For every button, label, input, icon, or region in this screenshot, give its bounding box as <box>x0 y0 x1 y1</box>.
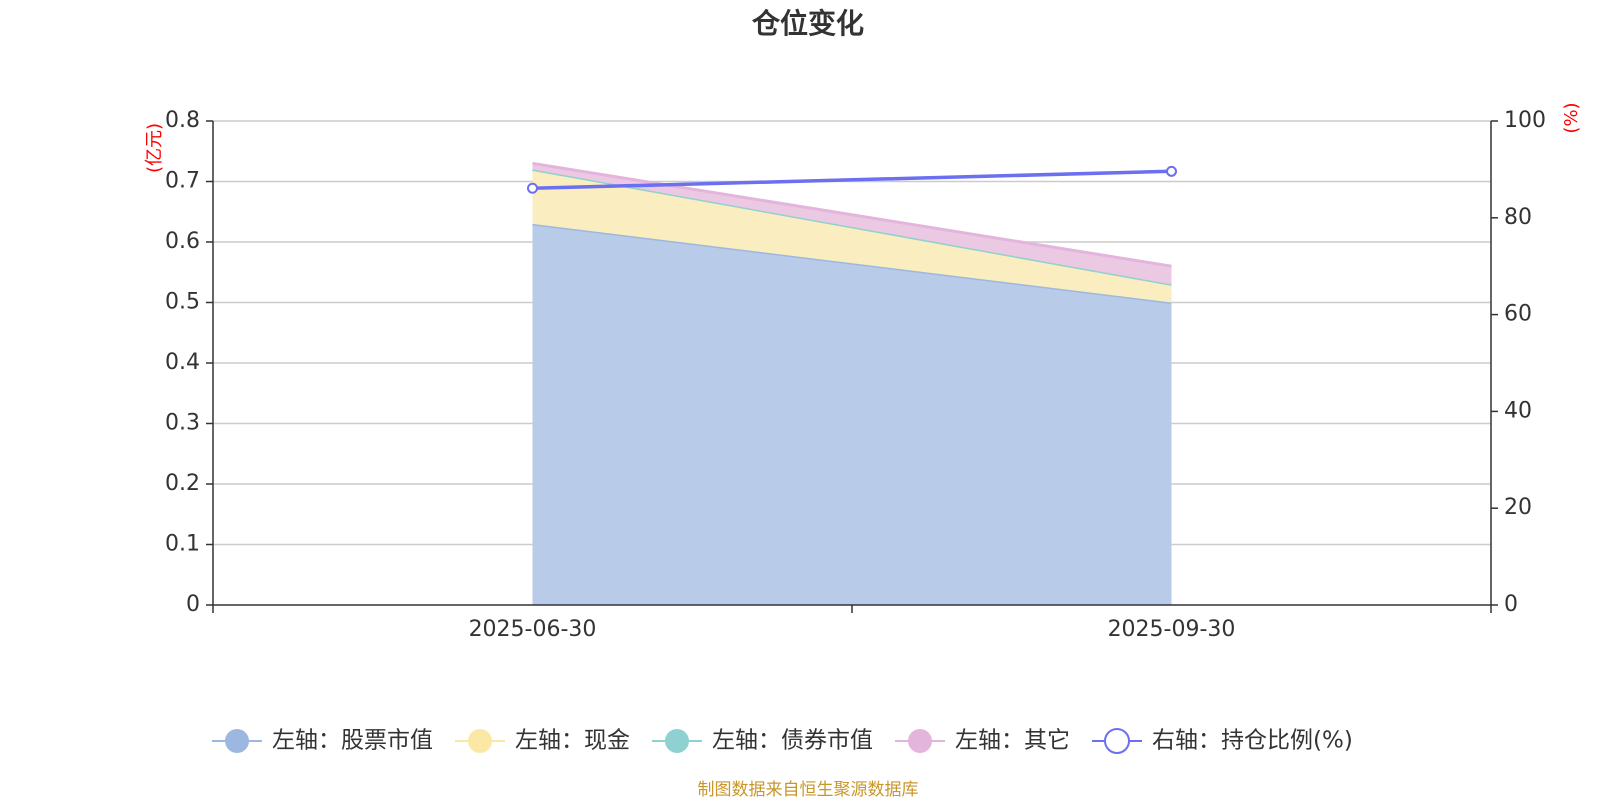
legend-label: 左轴：现金 <box>515 728 630 754</box>
right-axis-tick-label: 40 <box>1504 398 1532 423</box>
ratio-line <box>532 169 1172 191</box>
left-axis-tick-label: 0.1 <box>165 532 200 557</box>
right-axis-tick-label: 80 <box>1504 205 1532 230</box>
axes: 0 0.1 0.2 0.3 0.4 0.5 0.6 0.7 0.8 0 20 40 60 80 100 202… <box>165 108 1546 642</box>
left-axis-tick-label: 0.8 <box>165 108 200 133</box>
legend-circle-marker <box>665 729 689 753</box>
x-axis-tick-label: 2025-09-30 <box>1108 617 1236 642</box>
legend-label: 左轴：债券市值 <box>712 728 873 754</box>
left-axis-tick-label: 0.7 <box>165 169 200 194</box>
ratio-line-point <box>527 182 538 194</box>
legend-item[interactable]: 左轴：其它 <box>895 728 1070 754</box>
legend-label: 左轴：其它 <box>955 728 1070 754</box>
legend-item[interactable]: 左轴：债券市值 <box>652 728 873 754</box>
chart-title: 仓位变化 <box>752 7 864 40</box>
legend-label: 左轴：股票市值 <box>272 728 433 754</box>
x-axis-tick-label: 2025-06-30 <box>469 617 597 642</box>
legend-circle-marker <box>1104 728 1130 754</box>
left-axis-unit: (亿元) <box>144 123 165 173</box>
left-axis-tick-label: 0.2 <box>165 471 200 496</box>
right-axis-tick-label: 20 <box>1504 495 1532 520</box>
area-series-fill <box>532 163 1172 285</box>
legend-circle-marker <box>225 729 249 753</box>
stacked-areas <box>532 161 1172 605</box>
right-axis-tick-label: 0 <box>1504 592 1518 617</box>
data-source-note: 制图数据来自恒生聚源数据库 <box>698 780 919 800</box>
left-axis-tick-label: 0.5 <box>165 290 200 315</box>
legend-item[interactable]: 左轴：股票市值 <box>212 728 433 754</box>
left-axis-tick-label: 0.6 <box>165 229 200 254</box>
left-axis-tick-label: 0.3 <box>165 411 200 436</box>
right-axis-tick-label: 100 <box>1504 108 1546 133</box>
ratio-line-layer <box>527 165 1177 194</box>
left-axis-tick-label: 0.4 <box>165 350 200 375</box>
legend-label: 右轴：持仓比例(%) <box>1152 728 1353 754</box>
ratio-line-point <box>1166 165 1177 177</box>
right-axis-unit: (%) <box>1561 102 1582 133</box>
area-series-fill <box>532 223 1172 605</box>
area-series-fill <box>532 169 1172 303</box>
legend-circle-marker <box>908 729 932 753</box>
area-series-edge <box>532 161 1172 268</box>
right-axis-tick-label: 60 <box>1504 302 1532 327</box>
legend-circle-marker <box>468 729 492 753</box>
legend-item[interactable]: 右轴：持仓比例(%) <box>1092 728 1353 754</box>
legend: 左轴：股票市值 左轴：现金 左轴：债券市值 左轴：其它 右轴：持仓比例(%) <box>212 728 1353 754</box>
left-axis-tick-label: 0 <box>186 592 200 617</box>
legend-item[interactable]: 左轴：现金 <box>455 728 630 754</box>
